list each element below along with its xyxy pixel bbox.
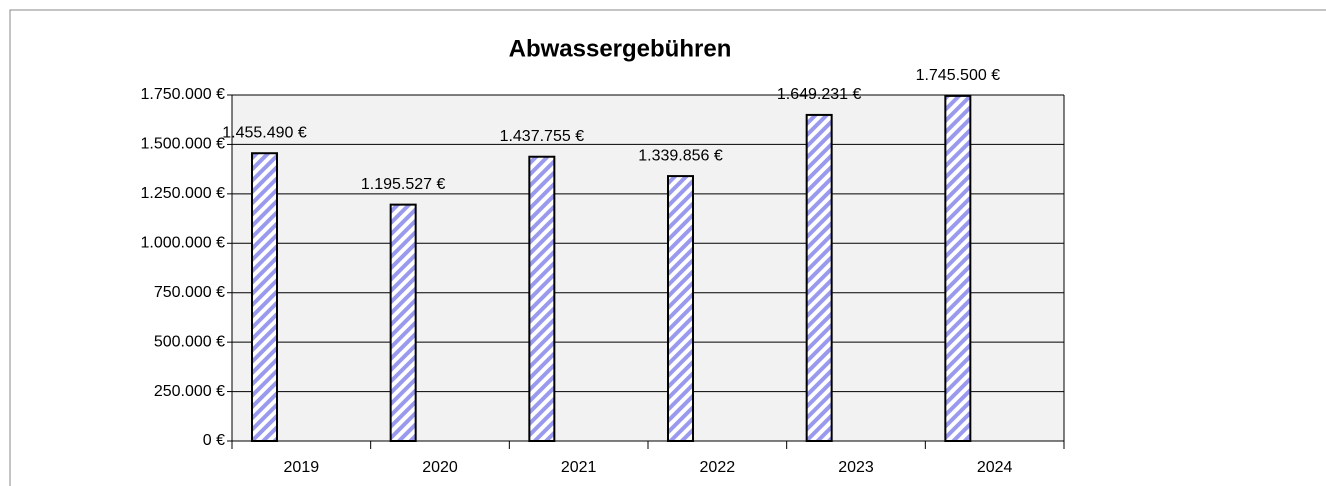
x-tick-label: 2021 bbox=[561, 459, 597, 476]
y-tick-label: 1.500.000 € bbox=[140, 136, 225, 153]
bar bbox=[389, 203, 417, 442]
y-tick-label: 1.250.000 € bbox=[140, 185, 225, 202]
value-label: 1.195.527 € bbox=[361, 176, 446, 193]
bar bbox=[944, 94, 972, 443]
x-tick-label: 2024 bbox=[977, 459, 1013, 476]
value-label: 1.339.856 € bbox=[638, 147, 723, 164]
y-tick-label: 500.000 € bbox=[154, 333, 225, 350]
value-label: 1.745.500 € bbox=[916, 67, 1001, 84]
value-label: 1.649.231 € bbox=[777, 86, 862, 103]
bar bbox=[667, 175, 694, 442]
x-tick-label: 2023 bbox=[838, 459, 874, 476]
chart-title: Abwassergebühren bbox=[509, 35, 732, 62]
value-label: 1.455.490 € bbox=[222, 124, 307, 141]
y-tick-label: 1.750.000 € bbox=[140, 86, 225, 103]
bar bbox=[251, 152, 278, 443]
value-label: 1.437.755 € bbox=[500, 128, 585, 145]
y-tick-label: 1.000.000 € bbox=[140, 235, 225, 252]
y-tick-label: 250.000 € bbox=[154, 383, 225, 400]
y-tick-label: 750.000 € bbox=[154, 284, 225, 301]
y-tick-label: 0 € bbox=[203, 432, 225, 449]
x-tick-label: 2022 bbox=[700, 459, 736, 476]
x-tick-label: 2020 bbox=[422, 459, 458, 476]
bar bbox=[528, 155, 556, 442]
plot-area bbox=[232, 95, 1064, 441]
frame bbox=[9, 9, 1326, 486]
x-tick-label: 2019 bbox=[284, 459, 320, 476]
bar bbox=[805, 113, 833, 443]
